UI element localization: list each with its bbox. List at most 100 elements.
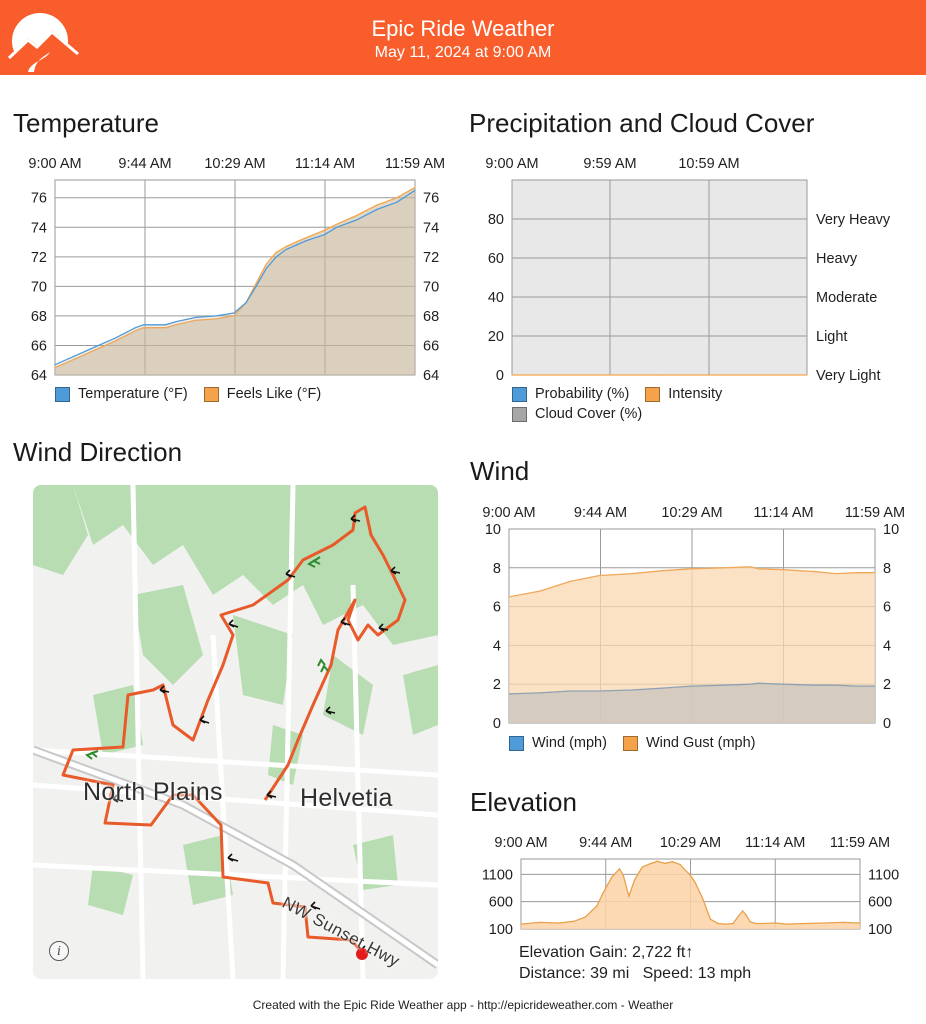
wind-swatch (509, 735, 524, 751)
data-point (175, 321, 177, 323)
x-tick-label: 11:14 AM (745, 835, 805, 851)
intensity-label: Heavy (816, 251, 858, 267)
temperature-swatch (55, 386, 70, 402)
data-point (690, 685, 692, 687)
data-point (757, 568, 760, 570)
footer-credit: Created with the Epic Ride Weather app -… (0, 998, 926, 1012)
data-point (702, 898, 704, 900)
data-point (618, 868, 621, 870)
map-label-north-plains: North Plains (83, 778, 223, 806)
data-point (804, 922, 806, 925)
y-tick-label-left: 1100 (482, 867, 513, 883)
info-icon[interactable]: i (49, 941, 69, 961)
data-point (74, 355, 76, 357)
data-point (520, 923, 522, 925)
wind-legend: Wind (mph) Wind Gust (mph) (509, 735, 756, 751)
ride-distance-speed: Distance: 39 mi Speed: 13 mph (519, 965, 751, 983)
elevation-title: Elevation (470, 787, 577, 817)
precipitation-chart: 9:00 AM 9:59 AM 10:59 AM 0 20 40 60 80 Very Ligh… (460, 145, 926, 395)
x-tick-label: 9:44 AM (118, 156, 171, 172)
data-point (275, 256, 277, 258)
data-point (285, 248, 287, 250)
legend-feels-like-label: Feels Like (°F) (226, 386, 322, 402)
data-point (749, 683, 751, 685)
legend-temperature: Temperature (°F) (55, 386, 188, 402)
map-label-helvetia: Helvetia (300, 784, 393, 812)
data-point (661, 687, 663, 689)
y-tick-label-right: 1100 (868, 867, 899, 883)
data-point (414, 186, 416, 188)
wind-direction-map[interactable]: North Plains Helvetia NW Sunset Hwy i (33, 485, 438, 979)
probability-swatch (512, 386, 527, 402)
x-tick-label: 11:59 AM (385, 156, 445, 172)
y-tick-label-right: 2 (883, 677, 891, 693)
x-tick-label: 10:29 AM (661, 505, 722, 521)
data-point (142, 324, 145, 326)
data-point (539, 590, 541, 592)
precipitation-legend: Probability (%) Intensity Cloud Cover (%… (512, 386, 792, 422)
data-point (569, 580, 571, 582)
data-point (356, 219, 358, 221)
data-point (255, 285, 257, 287)
data-point (215, 315, 217, 317)
legend-feels-like: Feels Like (°F) (203, 386, 322, 402)
data-point (396, 201, 398, 203)
y-tick-label-left: 64 (31, 368, 47, 384)
data-point (856, 572, 858, 574)
data-point (835, 573, 837, 575)
data-point (305, 237, 307, 239)
data-point (815, 571, 817, 573)
y-tick-label-left: 80 (488, 212, 504, 228)
app-title: Epic Ride Weather (371, 16, 555, 41)
y-tick-label-right: 70 (423, 279, 439, 295)
x-tick-label: 9:00 AM (482, 505, 535, 521)
ride-start-marker (356, 948, 368, 960)
data-point (265, 263, 267, 265)
x-tick-label: 9:00 AM (485, 156, 538, 172)
y-tick-label-left: 100 (489, 922, 513, 938)
data-point (155, 327, 157, 329)
wind-chart: 9:00 AM 9:44 AM 10:29 AM 11:14 AM 11:59 AM 0 0… (460, 494, 926, 739)
y-tick-label-left: 20 (488, 329, 504, 345)
y-tick-label-left: 72 (31, 250, 47, 266)
intensity-label: Light (816, 329, 847, 345)
data-point (295, 244, 297, 246)
data-point (755, 922, 757, 925)
data-point (671, 861, 674, 863)
data-point (598, 575, 600, 577)
footer-weather-label: Weather (628, 998, 674, 1012)
wind-direction-title: Wind Direction (13, 437, 183, 467)
x-tick-label: 9:44 AM (574, 505, 627, 521)
data-point (815, 684, 817, 686)
data-point (679, 863, 681, 866)
x-tick-label: 11:14 AM (753, 505, 813, 521)
data-point (596, 905, 598, 907)
app-header: Epic Ride Weather May 11, 2024 at 9:00 A… (0, 0, 926, 75)
data-point (782, 683, 784, 685)
legend-probability-label: Probability (%) (535, 386, 630, 402)
wind-gust-swatch (622, 735, 638, 751)
data-point (736, 917, 738, 919)
y-tick-label-left: 66 (31, 338, 47, 354)
data-point (622, 874, 624, 876)
cloud-cover-swatch (512, 406, 527, 422)
feels-like-swatch (203, 386, 219, 402)
temperature-legend: Temperature (°F) Feels Like (°F) (55, 386, 321, 402)
y-tick-label-left: 4 (493, 638, 501, 654)
data-point (94, 346, 96, 348)
data-point (785, 923, 787, 925)
y-tick-label-left: 60 (488, 251, 504, 267)
y-tick-label-left: 68 (31, 309, 47, 325)
y-tick-label-left: 74 (31, 220, 47, 236)
y-tick-label-right: 72 (423, 250, 439, 266)
data-point (641, 866, 643, 868)
legend-temperature-label: Temperature (°F) (78, 386, 188, 402)
y-tick-label-left: 2 (493, 677, 501, 693)
y-tick-label-right: 66 (423, 338, 439, 354)
data-point (745, 914, 747, 916)
data-point (54, 367, 56, 369)
legend-intensity-label: Intensity (668, 386, 723, 402)
data-point (134, 330, 136, 332)
elevation-chart-svg: 9:00 AM 9:44 AM 10:29 AM 11:14 AM 11:59 AM 10… (482, 835, 899, 938)
y-tick-label-left: 0 (493, 716, 501, 732)
